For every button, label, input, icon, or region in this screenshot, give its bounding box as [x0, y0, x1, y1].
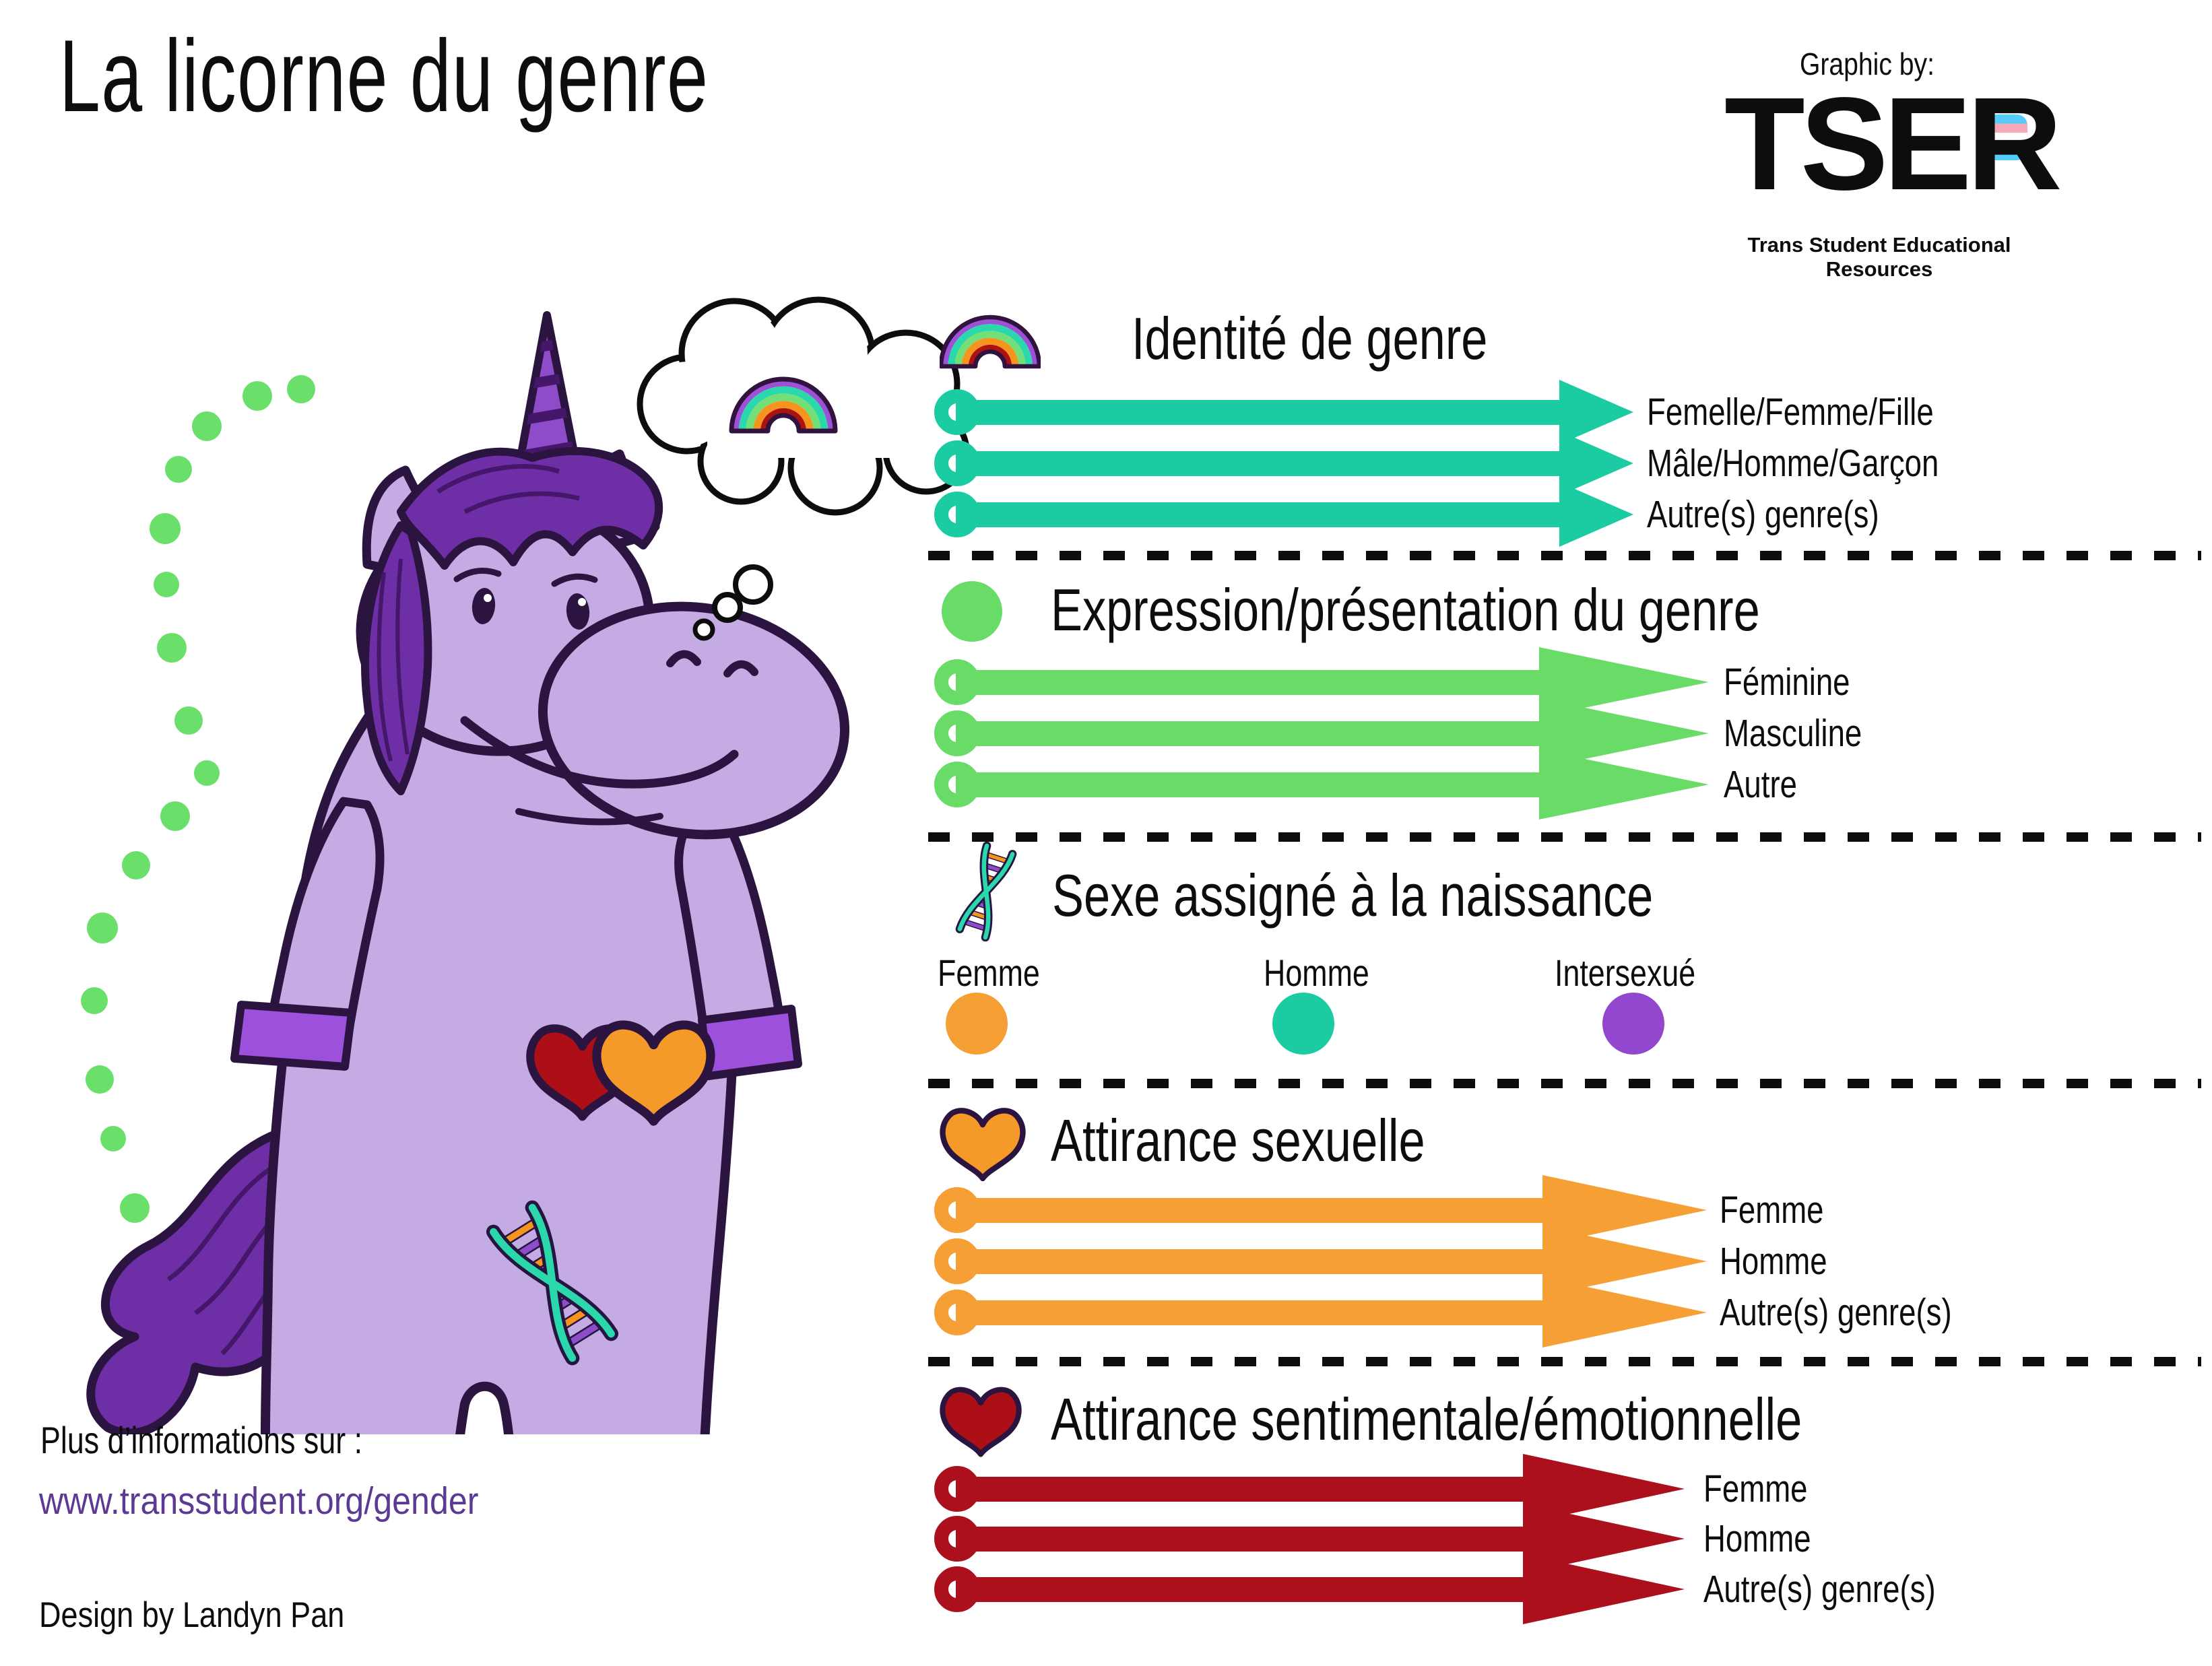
unicorn-body — [230, 686, 802, 1434]
arrow-row: Homme — [934, 1226, 2212, 1296]
arrow-row: Femme — [934, 1454, 2212, 1524]
section-title: Identité de genre — [1132, 305, 1488, 372]
arrow-label: Femme — [1703, 1467, 1808, 1510]
arrow-label: Autre(s) genre(s) — [1703, 1568, 1936, 1611]
dashed-separator — [928, 551, 2201, 560]
footer-more-info: Plus d’informations sur : — [40, 1419, 363, 1461]
option-dot-orange — [946, 993, 1008, 1055]
thought-bubble-icon — [637, 296, 970, 641]
arrow-label: Masculine — [1724, 712, 1862, 755]
orange-heart-icon — [940, 1108, 1026, 1181]
section-title: Attirance sentimentale/émotionnelle — [1051, 1386, 1802, 1453]
unicorn-mane — [361, 446, 663, 795]
arrow-shaft — [956, 1527, 1526, 1552]
arrow-shaft — [956, 1300, 1545, 1325]
arrow-label: Homme — [1720, 1240, 1827, 1283]
arrow-shaft — [956, 721, 1542, 746]
arrow-row: Autre(s) genre(s) — [934, 1277, 2212, 1347]
arrow-shaft — [956, 451, 1562, 476]
arrow-head — [1559, 431, 1633, 496]
chest-hearts-icon — [526, 1020, 715, 1126]
option-label: Homme — [1264, 952, 1369, 994]
arrow-shaft — [956, 1249, 1545, 1274]
page-title: La licorne du genre — [59, 18, 961, 135]
unicorn-head — [356, 311, 850, 840]
trans-flag-icon — [1986, 114, 2027, 160]
arrow-label: Autre — [1724, 763, 1797, 806]
arrow-shaft — [956, 670, 1542, 695]
arrow-label: Féminine — [1724, 661, 1850, 704]
arrow-row: Autre — [934, 749, 2212, 820]
arrow-shaft — [956, 502, 1562, 527]
arrow-row: Autre(s) genre(s) — [934, 1554, 2212, 1624]
dashed-separator — [928, 1357, 2201, 1366]
arrow-head — [1539, 749, 1709, 820]
section-title: Sexe assigné à la naissance — [1052, 862, 1654, 929]
arrow-shaft — [956, 1577, 1526, 1602]
arrow-label: Femme — [1720, 1189, 1824, 1232]
option-dot-purple — [1602, 993, 1664, 1055]
arrow-row: Femelle/Femme/Fille — [934, 380, 2212, 444]
arrow-shaft — [956, 772, 1542, 797]
option-label: Intersexué — [1555, 952, 1696, 994]
arrow-row: Féminine — [934, 647, 2212, 717]
arrow-row: Masculine — [934, 698, 2212, 768]
arrow-label: Femelle/Femme/Fille — [1647, 391, 1934, 434]
arrow-row: Homme — [934, 1504, 2212, 1574]
red-heart-icon — [940, 1387, 1022, 1457]
arrow-shaft — [956, 400, 1562, 425]
unicorn-illustration — [81, 296, 970, 1434]
option-label: Femme — [938, 952, 1040, 994]
page-title-text: La licorne du genre — [59, 19, 709, 133]
arrow-head — [1559, 380, 1633, 444]
option-dot-teal — [1272, 993, 1334, 1055]
dashed-separator — [928, 1079, 2201, 1088]
arrow-head — [1559, 482, 1633, 547]
arrow-label: Autre(s) genre(s) — [1720, 1291, 1952, 1334]
arrow-head — [1542, 1277, 1707, 1347]
arrow-ring — [934, 1516, 980, 1562]
arrow-row: Mâle/Homme/Garçon — [934, 431, 2212, 496]
rainbow-icon — [940, 310, 1041, 369]
arrow-shaft — [956, 1198, 1545, 1223]
section-title: Expression/présentation du genre — [1051, 576, 1760, 643]
dashed-separator — [928, 832, 2201, 842]
tser-caption: Trans Student Educational Resources — [1747, 233, 2011, 281]
arrow-row: Autre(s) genre(s) — [934, 482, 2212, 547]
section-title: Attirance sexuelle — [1051, 1107, 1425, 1174]
arrow-label: Homme — [1703, 1517, 1811, 1560]
arrow-shaft — [956, 1477, 1526, 1502]
arrow-label: Autre(s) genre(s) — [1647, 493, 1879, 536]
dna-icon — [940, 842, 1031, 941]
arrow-label: Mâle/Homme/Garçon — [1647, 442, 1939, 485]
footer-design-credit: Design by Landyn Pan — [39, 1595, 345, 1635]
footer-url[interactable]: www.transstudent.org/gender — [39, 1479, 479, 1523]
graphic-by-label: Graphic by: — [1800, 46, 1935, 81]
green-circle-icon — [942, 581, 1002, 642]
tser-logo-text: TSER — [1724, 70, 2062, 218]
arrow-head — [1523, 1554, 1685, 1624]
arrow-row: Femme — [934, 1175, 2212, 1245]
